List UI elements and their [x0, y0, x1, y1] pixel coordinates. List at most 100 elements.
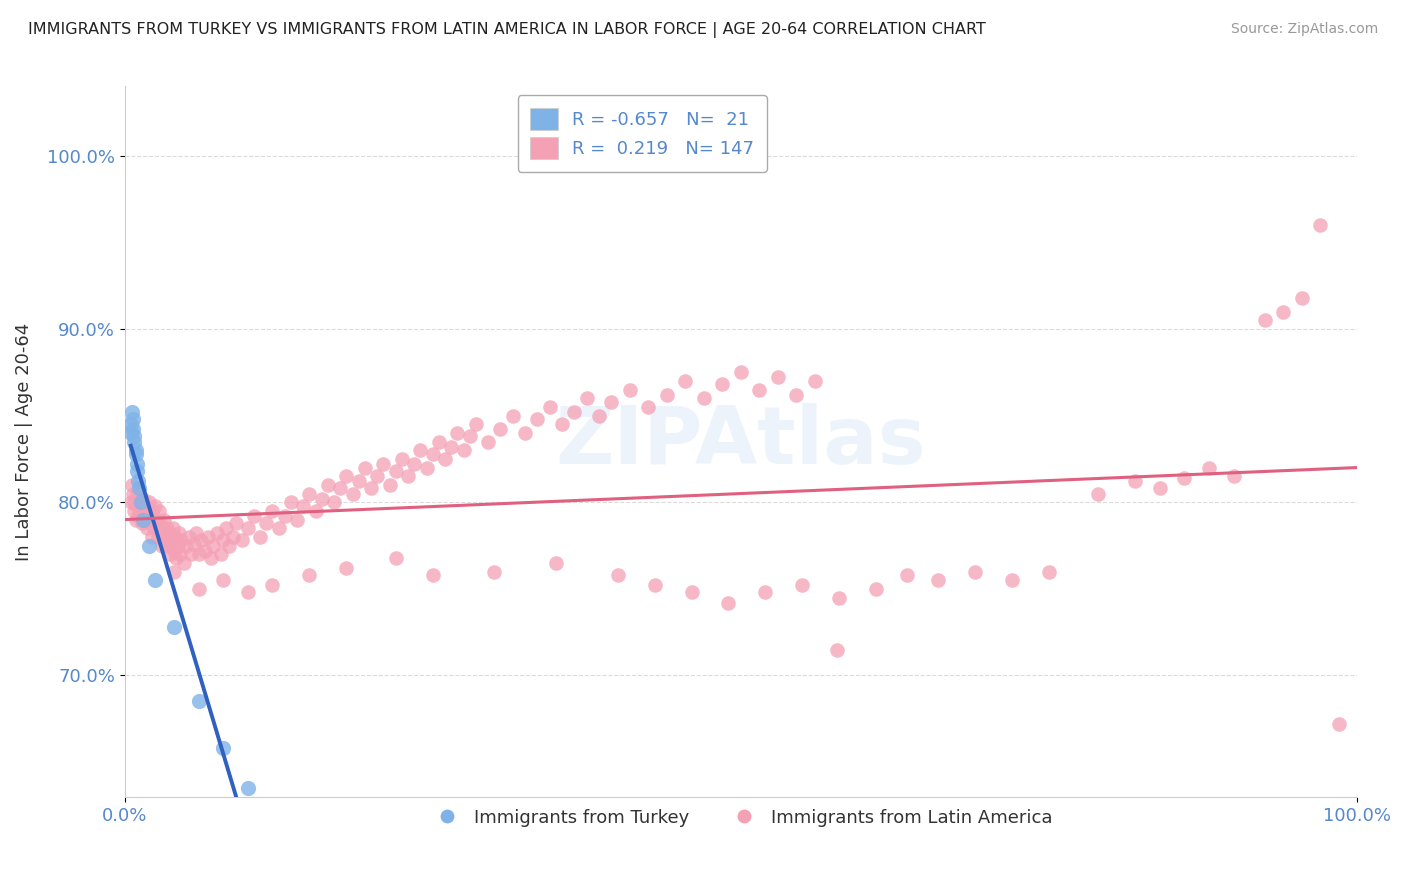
Point — [170, 533, 193, 548]
Point — [619, 383, 641, 397]
Point — [298, 486, 321, 500]
Point — [169, 547, 191, 561]
Text: ZIPAtlas: ZIPAtlas — [555, 402, 927, 481]
Point — [212, 573, 235, 587]
Point — [165, 530, 187, 544]
Point — [335, 469, 357, 483]
Point — [156, 539, 179, 553]
Point — [329, 481, 352, 495]
Point — [280, 495, 302, 509]
Point — [236, 781, 259, 796]
Point — [1038, 565, 1060, 579]
Point — [347, 475, 370, 489]
Point — [311, 491, 333, 506]
Point — [673, 374, 696, 388]
Point — [180, 547, 202, 561]
Point — [825, 642, 848, 657]
Point — [963, 565, 986, 579]
Point — [803, 374, 825, 388]
Point — [135, 499, 157, 513]
Point — [146, 530, 169, 544]
Point — [136, 509, 159, 524]
Point — [190, 533, 212, 548]
Point — [152, 526, 174, 541]
Point — [218, 539, 240, 553]
Point — [222, 530, 245, 544]
Point — [163, 620, 186, 634]
Point — [129, 504, 152, 518]
Point — [163, 565, 186, 579]
Point — [215, 521, 238, 535]
Point — [502, 409, 524, 423]
Point — [163, 543, 186, 558]
Point — [1309, 218, 1331, 232]
Point — [143, 521, 166, 535]
Point — [1272, 304, 1295, 318]
Point — [125, 457, 148, 471]
Point — [415, 460, 437, 475]
Point — [155, 521, 177, 535]
Point — [896, 568, 918, 582]
Point — [748, 383, 770, 397]
Point — [927, 573, 949, 587]
Point — [132, 504, 155, 518]
Point — [717, 596, 740, 610]
Point — [298, 568, 321, 582]
Point — [184, 526, 207, 541]
Point — [1123, 475, 1146, 489]
Point — [785, 388, 807, 402]
Point — [159, 547, 181, 561]
Point — [391, 451, 413, 466]
Point — [730, 365, 752, 379]
Point — [138, 539, 160, 553]
Point — [132, 491, 155, 506]
Point — [606, 568, 628, 582]
Point — [125, 512, 148, 526]
Point — [150, 539, 173, 553]
Legend: Immigrants from Turkey, Immigrants from Latin America: Immigrants from Turkey, Immigrants from … — [422, 802, 1060, 834]
Text: Source: ZipAtlas.com: Source: ZipAtlas.com — [1230, 22, 1378, 37]
Point — [292, 499, 315, 513]
Point — [121, 478, 143, 492]
Point — [477, 434, 499, 449]
Point — [655, 388, 678, 402]
Point — [128, 495, 150, 509]
Point — [828, 591, 851, 605]
Point — [551, 417, 574, 432]
Point — [513, 425, 536, 440]
Point — [600, 394, 623, 409]
Point — [464, 417, 486, 432]
Point — [200, 550, 222, 565]
Point — [484, 565, 506, 579]
Point — [212, 741, 235, 756]
Point — [458, 429, 481, 443]
Point — [122, 486, 145, 500]
Point — [125, 464, 148, 478]
Point — [316, 478, 339, 492]
Point — [166, 539, 188, 553]
Point — [120, 425, 142, 440]
Point — [125, 443, 148, 458]
Point — [681, 585, 703, 599]
Point — [637, 400, 659, 414]
Point — [538, 400, 561, 414]
Point — [121, 405, 143, 419]
Y-axis label: In Labor Force | Age 20-64: In Labor Force | Age 20-64 — [15, 322, 32, 561]
Point — [1327, 717, 1350, 731]
Point — [125, 447, 148, 461]
Point — [1253, 313, 1275, 327]
Point — [766, 370, 789, 384]
Point — [120, 495, 142, 509]
Point — [124, 429, 146, 443]
Point — [404, 457, 426, 471]
Point — [396, 469, 419, 483]
Point — [148, 504, 170, 518]
Point — [142, 509, 165, 524]
Point — [209, 547, 232, 561]
Point — [575, 391, 598, 405]
Point — [132, 512, 155, 526]
Point — [262, 578, 284, 592]
Point — [434, 451, 457, 466]
Point — [131, 516, 153, 530]
Point — [236, 521, 259, 535]
